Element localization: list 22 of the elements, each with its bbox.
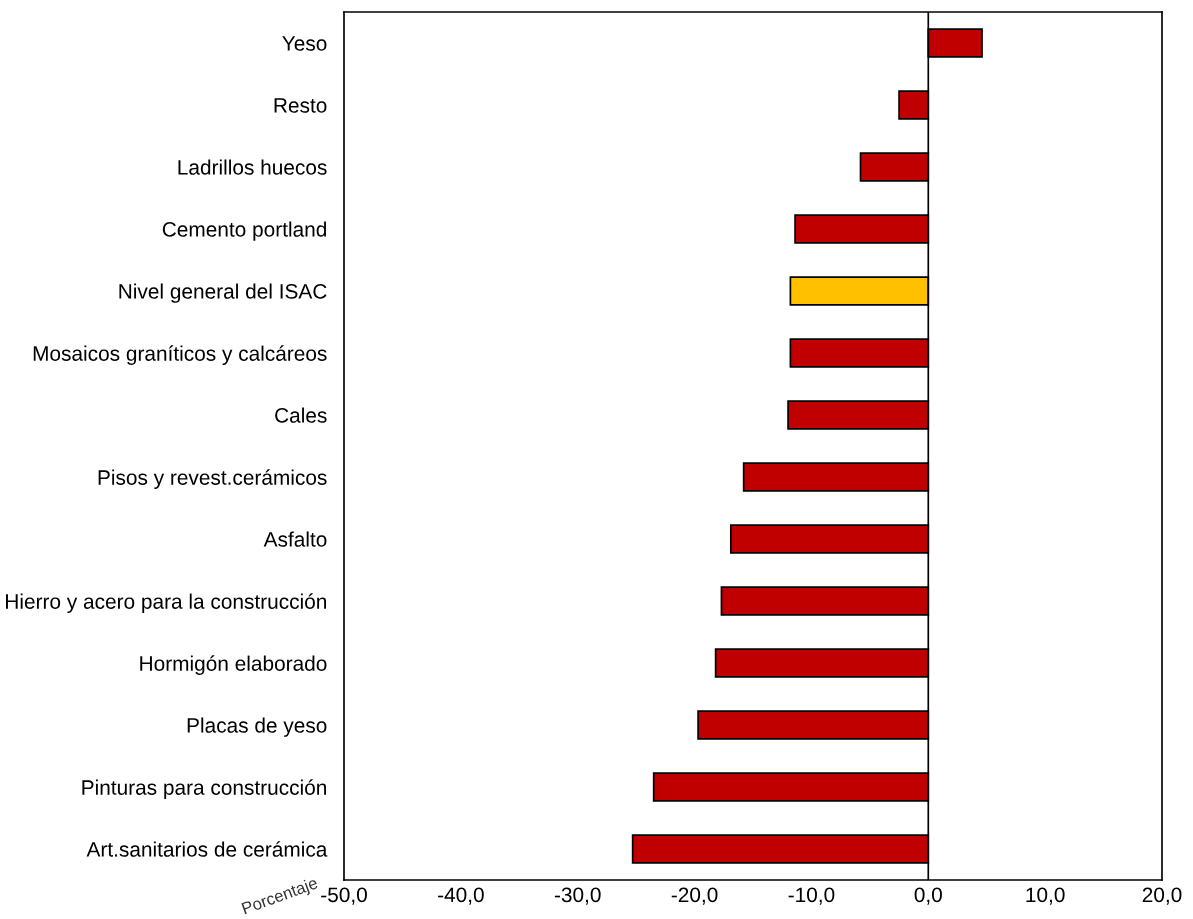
y-tick-label: Asfalto — [263, 531, 327, 547]
y-tick-label: Art.sanitarios de cerámica — [86, 841, 328, 857]
x-tick-label: -50,0 — [321, 887, 367, 905]
y-tick-label: Pinturas para construcción — [82, 779, 326, 799]
y-tick-label: Placas de yeso — [187, 717, 327, 737]
y-tick-label: Mosaicos graníticos y calcáreos — [33, 345, 327, 365]
y-tick-label: Nivel general del ISAC — [119, 283, 327, 303]
y-tick-label: Hierro y acero para la construcción — [6, 593, 326, 613]
y-tick-label: Hormigón elaborado — [140, 655, 327, 675]
y-tick-label: Pisos y revest.cerámicos — [98, 469, 327, 489]
y-tick-label: Resto — [274, 98, 327, 113]
y-tick-label: Cales — [275, 407, 327, 423]
x-tick-label: 10,0 — [1026, 887, 1065, 905]
y-tick-label: Yeso — [282, 36, 327, 51]
x-tick-label: -10,0 — [788, 887, 835, 905]
y-tick-label: Ladrillos huecos — [178, 159, 327, 175]
y-tick-label: Cemento portland — [162, 221, 326, 241]
x-tick-label: -40,0 — [438, 887, 484, 905]
x-tick-label: 20,0 — [1142, 887, 1182, 905]
x-tick-label: -30,0 — [554, 887, 601, 905]
x-tick-label: -20,0 — [671, 887, 718, 905]
x-tick-label: 0,0 — [914, 887, 942, 905]
